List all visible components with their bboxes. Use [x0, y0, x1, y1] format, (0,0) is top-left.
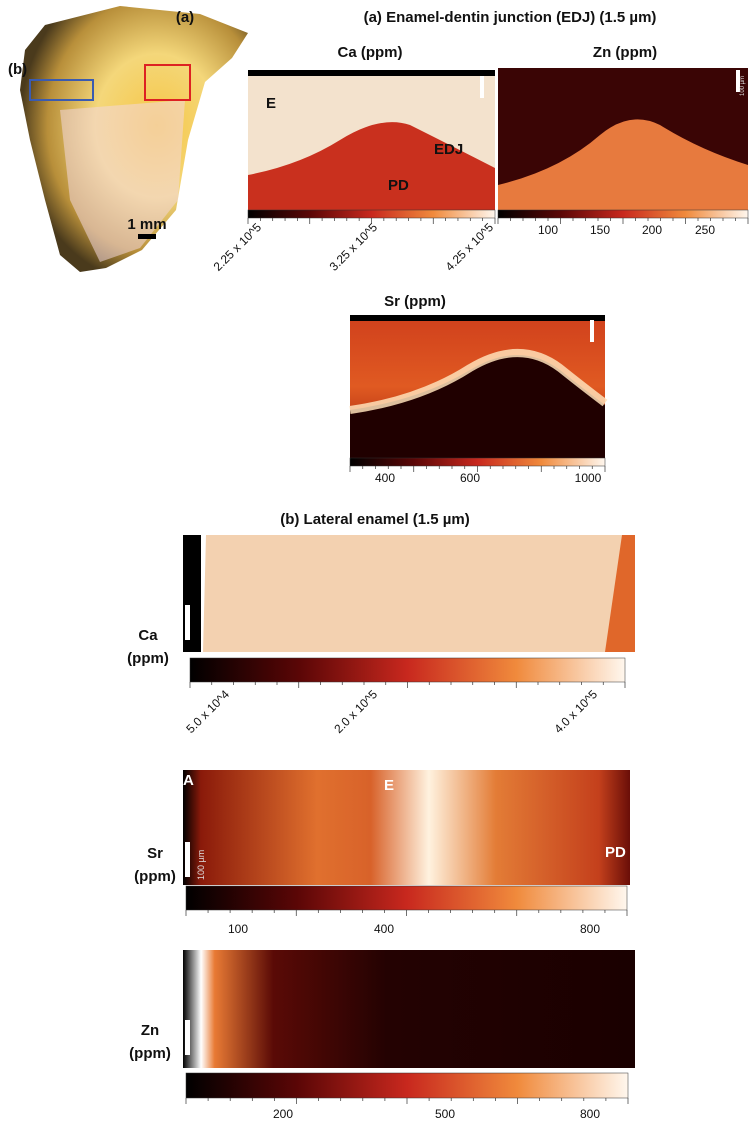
colorbar-tick-label: 200: [273, 1107, 293, 1121]
colorbar-tick-label: 1000: [575, 471, 602, 485]
colorbar-tick-label: 3.25 x 10^5: [327, 220, 381, 274]
colorbar-tick-label: 2.0 x 10^5: [331, 687, 380, 736]
colorbar-tick-label: 4.0 x 10^5: [551, 687, 600, 736]
colorbar-tick-label: 800: [580, 1107, 600, 1121]
colorbar-tick-label: 4.25 x 10^5: [443, 220, 497, 274]
panel-title: (b) Lateral enamel (1.5 µm): [280, 511, 470, 528]
region-label: PD: [388, 177, 409, 194]
map-title: Sr (ppm): [384, 293, 446, 310]
colorbar-tick-label: 150: [590, 223, 610, 237]
region-box-b: [29, 79, 94, 101]
edge: [605, 535, 635, 652]
colorbar-tick-label: 100: [538, 223, 558, 237]
map-border: [350, 315, 605, 321]
map-title: Zn (ppm): [593, 44, 657, 61]
colorbar: [247, 209, 496, 219]
scale-bar: [185, 842, 190, 877]
region-label: EDJ: [434, 141, 463, 158]
map-unit: (ppm): [134, 868, 176, 885]
colorbar-tick-label: 5.0 x 10^4: [183, 687, 232, 736]
scale-bar-label: 100 µm: [740, 76, 746, 96]
sr-dentin: [350, 355, 605, 458]
colorbar: [497, 209, 749, 219]
region-label: A: [183, 772, 194, 789]
edge: [201, 535, 206, 652]
map-element: Sr: [147, 845, 163, 862]
map-element: Ca: [138, 627, 158, 644]
region-label: E: [266, 95, 276, 112]
colorbar: [185, 885, 628, 911]
panel-title: (a) Enamel-dentin junction (EDJ) (1.5 µm…: [364, 9, 657, 26]
colorbar-tick-label: 250: [695, 223, 715, 237]
zn-dentin: [498, 119, 748, 210]
sr-band: [349, 349, 608, 414]
colorbar-tick-label: 800: [580, 922, 600, 936]
scale-bar-label: 100 µm: [196, 850, 206, 880]
lat-sr-map: [183, 770, 630, 885]
colorbar-tick-label: 100: [228, 922, 248, 936]
lat-ca-map: [183, 535, 635, 652]
region-label: E: [384, 777, 394, 794]
region-box-a: [144, 64, 191, 101]
scale-bar-label: 1 mm: [127, 216, 166, 233]
colorbar-tick-label: 400: [374, 922, 394, 936]
colorbar-tick-label: 600: [460, 471, 480, 485]
scale-bar: [185, 1020, 190, 1055]
colorbar: [185, 1072, 629, 1099]
colorbar-tick-label: 2.25 x 10^5: [211, 220, 265, 274]
lat-zn-map: [183, 950, 635, 1068]
map-element: Zn: [141, 1022, 159, 1039]
map-unit: (ppm): [129, 1045, 171, 1062]
scale-bar: [138, 234, 156, 239]
region-label: (b): [8, 61, 27, 78]
scale-bar: [480, 76, 484, 98]
ca-dentin: [248, 122, 495, 210]
colorbar: [349, 457, 606, 467]
scale-bar: [590, 320, 594, 342]
map-unit: (ppm): [127, 650, 169, 667]
tooth-dentin: [60, 100, 185, 262]
map-border: [248, 70, 495, 76]
colorbar: [189, 657, 626, 683]
region-label: PD: [605, 844, 626, 861]
colorbar-tick-label: 500: [435, 1107, 455, 1121]
colorbar-tick-label: 200: [642, 223, 662, 237]
panel-label: (a): [176, 9, 194, 26]
colorbar-tick-label: 400: [375, 471, 395, 485]
map-title: Ca (ppm): [338, 44, 403, 61]
scale-bar: [736, 70, 740, 92]
scale-bar: [185, 605, 190, 640]
